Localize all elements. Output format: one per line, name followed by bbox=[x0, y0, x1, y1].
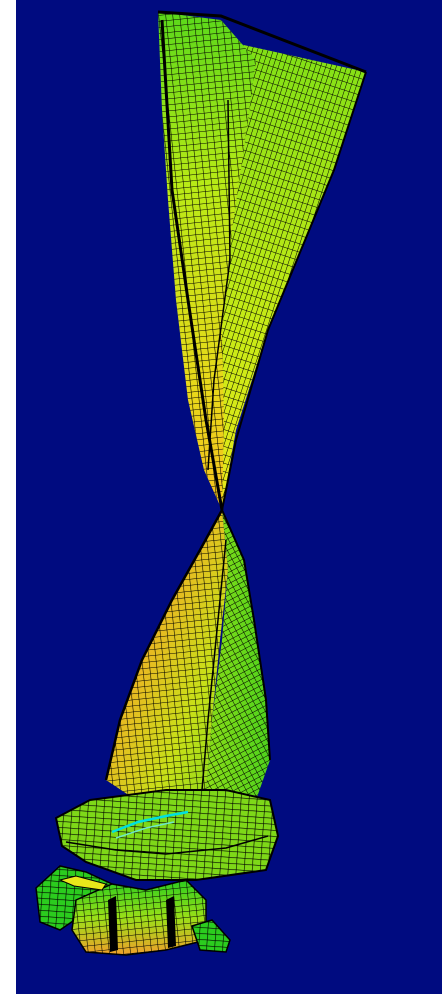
blade-mesh-render bbox=[16, 0, 442, 994]
blade-platform bbox=[54, 789, 280, 881]
blade-upper-front-face bbox=[158, 12, 256, 510]
fillet-highlight bbox=[111, 810, 189, 839]
blade-lower-edges bbox=[104, 509, 271, 791]
blade-upper-edges bbox=[157, 10, 367, 511]
blade-lower-back-face bbox=[206, 510, 270, 800]
blade-upper-back-face bbox=[206, 40, 366, 510]
blade-lower-front-face bbox=[106, 510, 228, 800]
render-viewport[interactable] bbox=[16, 0, 442, 994]
blade-root bbox=[35, 865, 231, 956]
